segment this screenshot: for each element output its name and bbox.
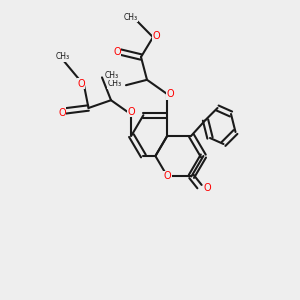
Text: O: O — [167, 89, 174, 99]
Text: CH₃: CH₃ — [107, 79, 122, 88]
Text: O: O — [152, 31, 160, 41]
Text: O: O — [128, 106, 135, 117]
Text: O: O — [77, 79, 85, 89]
Text: CH₃: CH₃ — [56, 52, 70, 62]
Text: O: O — [164, 171, 171, 182]
Text: O: O — [203, 183, 211, 193]
Text: O: O — [58, 107, 66, 118]
Text: O: O — [113, 46, 121, 57]
Text: CH₃: CH₃ — [105, 70, 119, 80]
Text: CH₃: CH₃ — [123, 13, 138, 22]
